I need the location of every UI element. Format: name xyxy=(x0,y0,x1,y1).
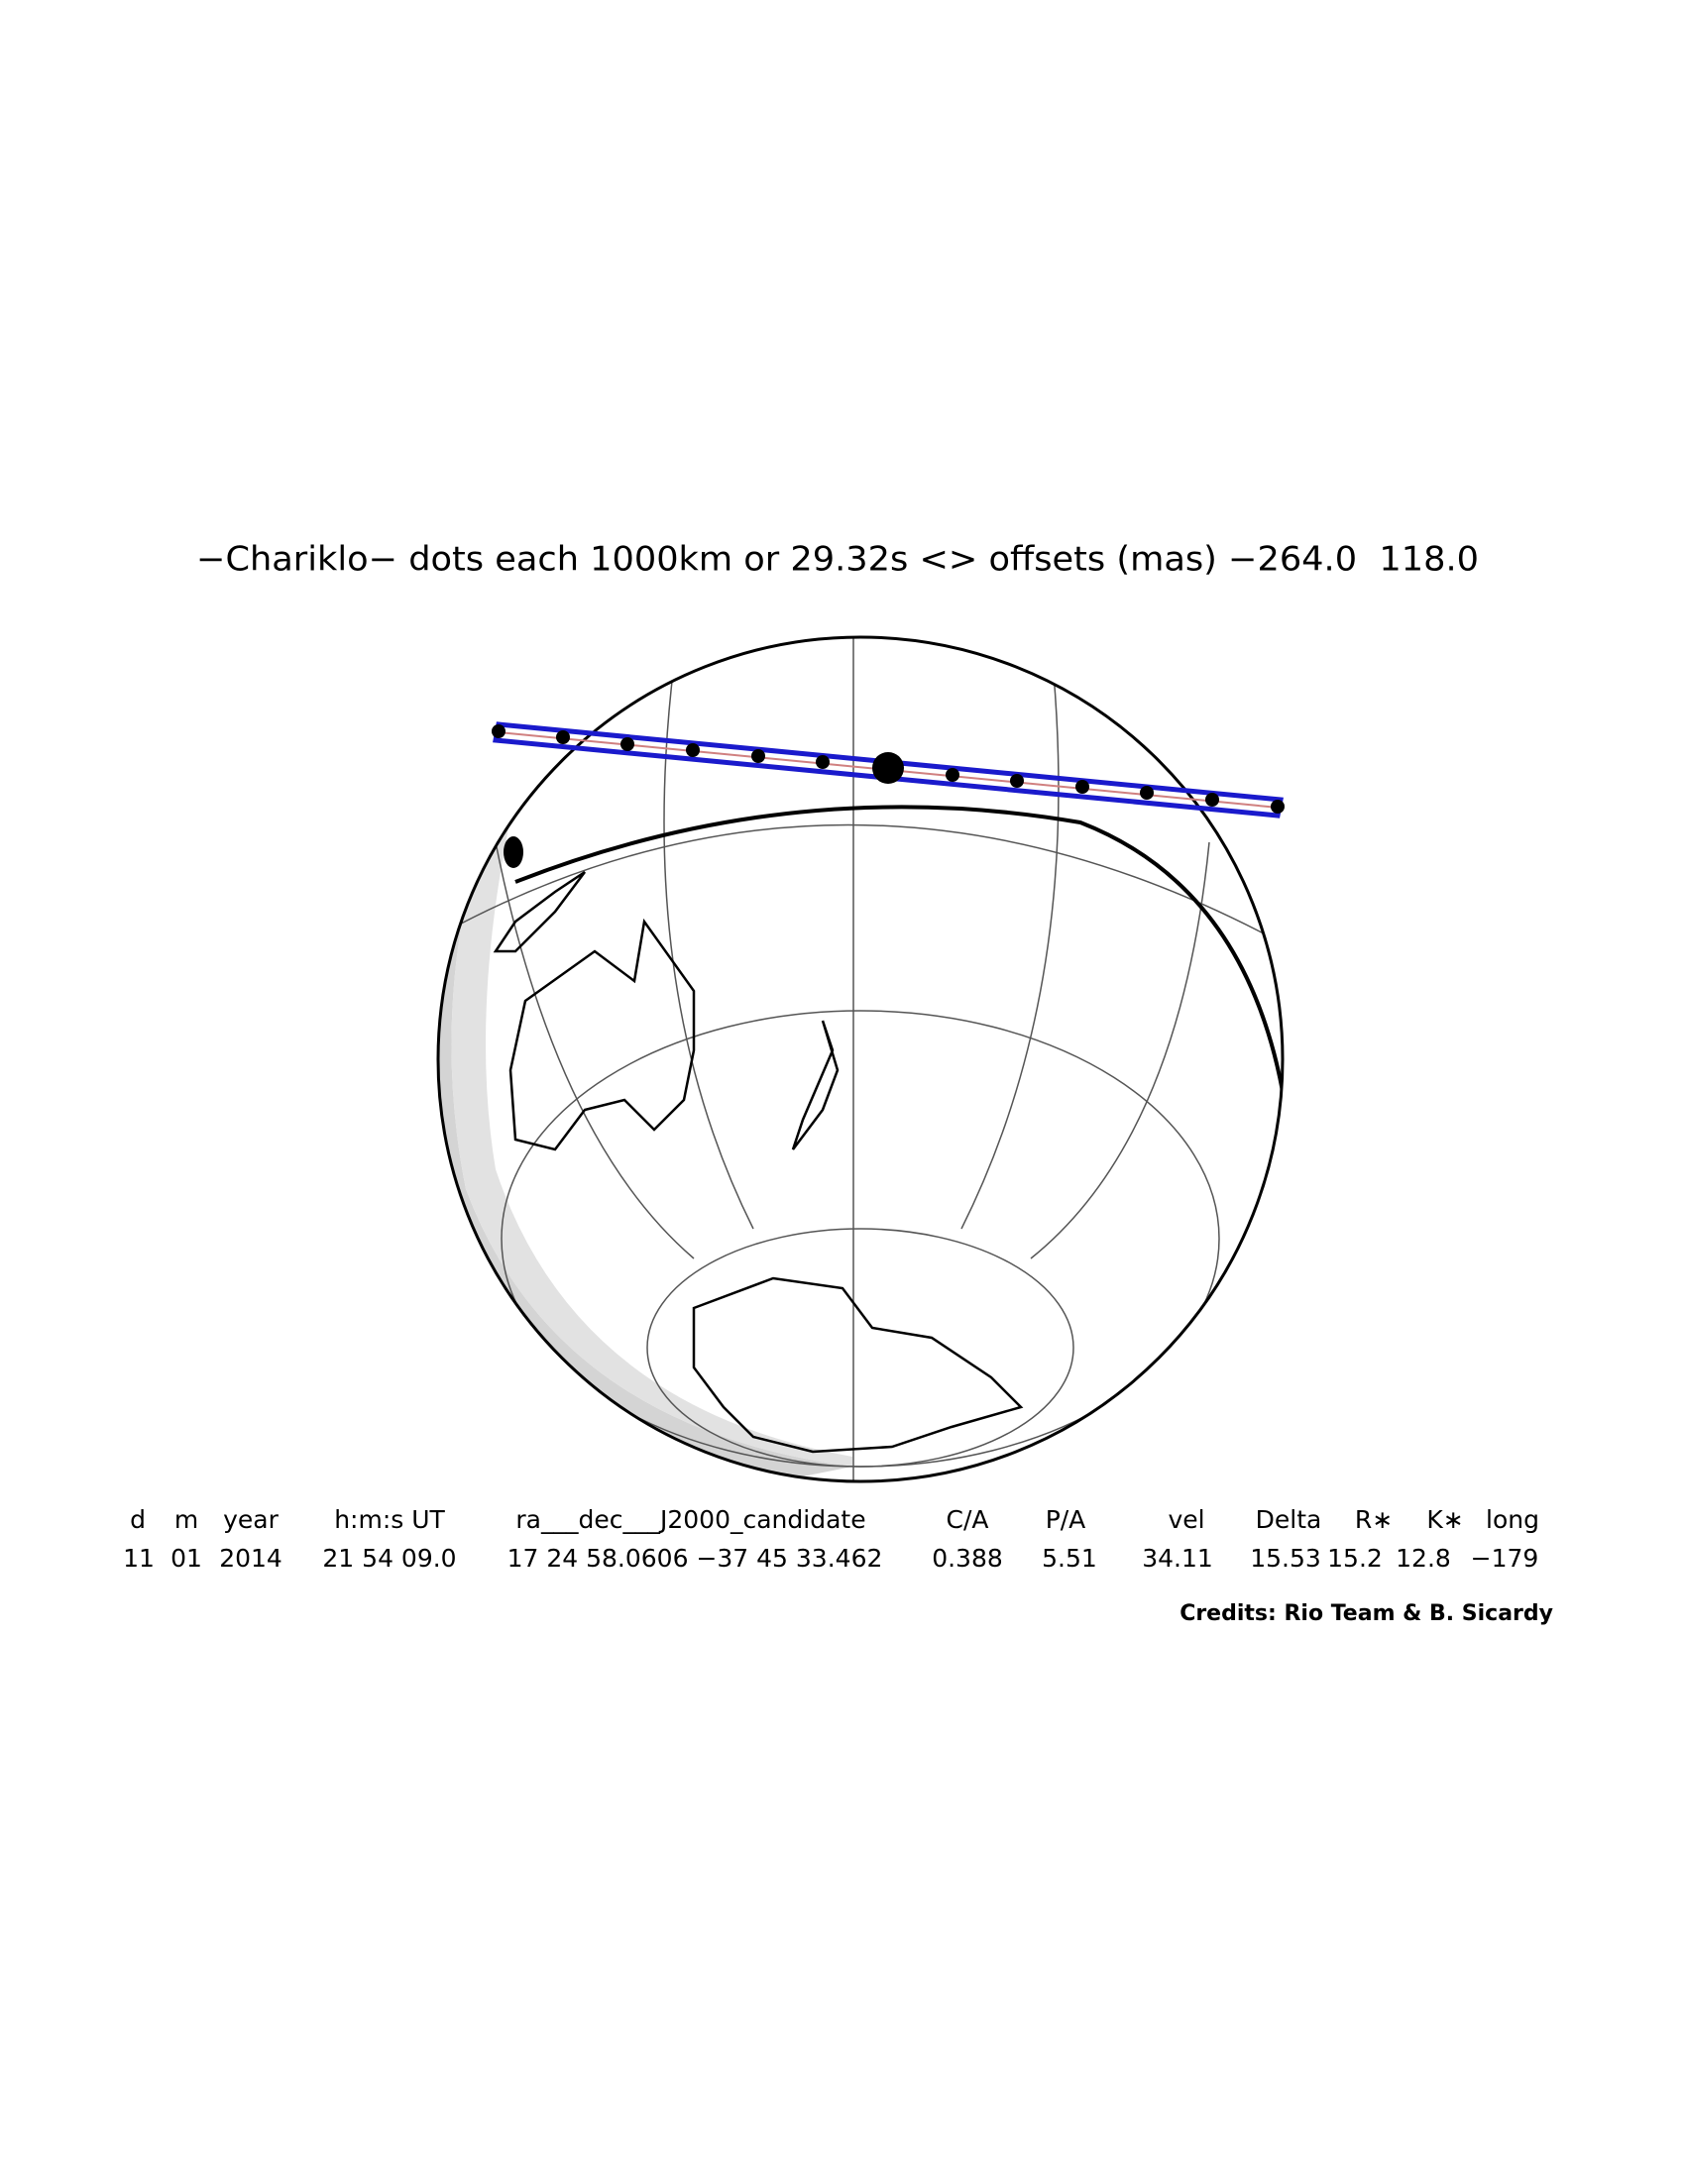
map-title: −Chariklo− dots each 1000km or 29.32s <>… xyxy=(196,540,1479,580)
table-header-cell: C/A xyxy=(947,1505,989,1534)
table-value-cell: 2014 xyxy=(219,1544,282,1573)
table-value-cell: 12.8 xyxy=(1396,1544,1451,1573)
table-value-cell: 0.388 xyxy=(932,1544,1003,1573)
table-header-cell: year xyxy=(223,1505,279,1534)
table-value-cell: 34.11 xyxy=(1142,1544,1213,1573)
table-value-cell: −179 xyxy=(1471,1544,1539,1573)
table-header-cell: Delta xyxy=(1256,1505,1322,1534)
table-header-cell: h:m:s UT xyxy=(334,1505,445,1534)
table-value-cell: 15.53 xyxy=(1250,1544,1321,1573)
table-header-cell: m xyxy=(174,1505,198,1534)
table-value-cell: 15.2 xyxy=(1327,1544,1383,1573)
table-header-cell: R∗ xyxy=(1355,1505,1393,1534)
globe xyxy=(436,635,1285,1483)
table-header-cell: P/A xyxy=(1046,1505,1086,1534)
table-value-cell: 01 xyxy=(170,1544,202,1573)
table-header-cell: ra___dec___J2000_candidate xyxy=(515,1505,865,1534)
table-header-cell: K∗ xyxy=(1426,1505,1463,1534)
table-value-cell: 21 54 09.0 xyxy=(322,1544,456,1573)
table-value-cell: 5.51 xyxy=(1042,1544,1097,1573)
table-value-cell: 11 xyxy=(123,1544,155,1573)
shadow-path xyxy=(492,721,1285,819)
table-header-cell: long xyxy=(1486,1505,1539,1534)
table-header-cell: d xyxy=(130,1505,146,1534)
event-table: d m year h:m:s UT ra___dec___J2000_candidate… xyxy=(123,1505,1539,1573)
table-header-cell: vel xyxy=(1168,1505,1204,1534)
table-value-cell: 17 24 58.0606 −37 45 33.462 xyxy=(507,1544,883,1573)
credits: Credits: Rio Team & B. Sicardy xyxy=(1180,1601,1553,1626)
